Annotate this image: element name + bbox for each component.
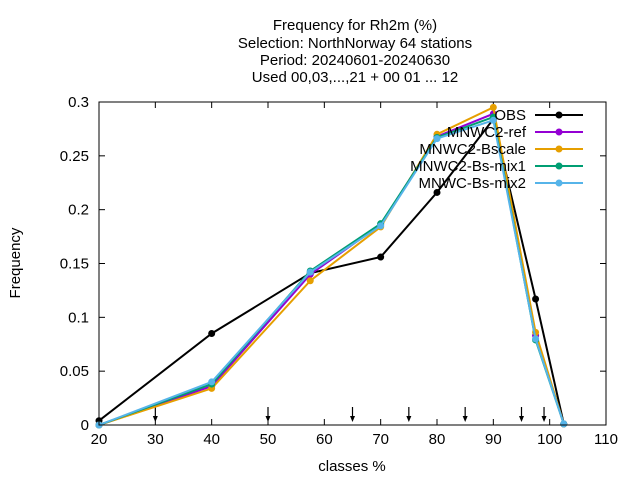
title-line-4: Used 00,03,...,21 + 00 01 ... 12 [252,69,458,86]
data-point [532,335,540,343]
chart-title: Frequency for Rh2m (%) Selection: NorthN… [238,17,472,86]
y-tick-label: 0.1 [68,309,89,326]
legend-label: MNWC2-ref [447,124,527,141]
x-tick-label: 30 [147,431,164,448]
x-tick-label: 110 [594,431,618,448]
plot-frame [98,101,607,426]
legend: OBSMNWC2-refMNWC2-BscaleMNWC2-Bs-mix1MNW… [410,107,583,192]
data-point [306,268,314,276]
data-point [433,135,441,143]
class-marker-arrow [462,407,468,422]
legend-label: MNWC2-Bscale [419,141,526,158]
legend-swatch-point [555,145,563,153]
y-tick-label: 0.2 [68,202,89,219]
y-tick-label: 0.15 [60,256,89,273]
class-marker-arrow [265,407,271,422]
x-tick-label: 20 [91,431,108,448]
data-point [433,188,441,196]
data-point [560,420,568,428]
title-line-2: Selection: NorthNorway 64 stations [238,35,472,52]
x-tick-label: 40 [203,431,220,448]
data-point [208,329,216,337]
data-point [489,116,497,124]
class-marker-arrow [350,407,355,422]
y-tick-label: 0.3 [68,94,89,111]
x-tick-label: 50 [260,431,277,448]
data-point [489,103,497,111]
legend-label: MNWC2-Bs-mix1 [410,158,526,175]
y-tick-label: 0.05 [60,363,89,380]
x-tick-label: 60 [316,431,333,448]
y-tick-label: 0.25 [60,148,89,165]
x-tick-label: 80 [429,431,446,448]
class-marker-arrow [152,407,158,422]
x-tick-label: 100 [537,431,562,448]
legend-label: OBS [494,107,526,124]
x-tick-label: 90 [485,431,502,448]
data-point [532,295,540,303]
y-tick-label: 0 [81,417,89,434]
series-MNWC-Bs-mix2 [95,116,568,429]
class-markers [152,407,547,422]
x-tick-label: 70 [372,431,389,448]
plot-series [95,103,568,429]
series-line [98,116,565,425]
data-point [377,253,385,261]
data-point [208,378,216,386]
class-marker-arrow [541,407,547,422]
data-point [306,277,314,285]
y-axis-label: Frequency [7,227,24,298]
class-marker-arrow [519,407,524,422]
series-line [98,118,565,426]
data-point [377,222,385,230]
axis-ticks: 20 30 40 50 60 70 80 90 100 110 0 0.05 0.1 0.15 0.2 0.2… [60,94,618,448]
legend-swatch-point [555,128,563,136]
class-marker-arrow [406,407,412,422]
legend-swatch-point [555,179,563,187]
title-line-3: Period: 20240601-20240630 [260,52,450,69]
legend-swatch-point [555,162,563,170]
x-axis-label: classes % [318,458,386,475]
title-line-1: Frequency for Rh2m (%) [273,17,437,34]
legend-label: MNWC-Bs-mix2 [419,175,526,192]
legend-swatch-point [555,111,563,119]
